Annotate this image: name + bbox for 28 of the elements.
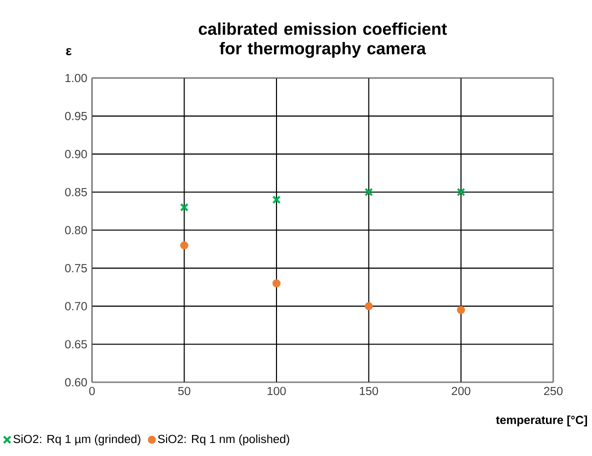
point	[272, 279, 281, 288]
chart-title: calibrated emission coefficient for thermography camera	[198, 22, 447, 58]
x-tick-label: 150	[360, 386, 378, 395]
x-tick-label: 250	[544, 386, 563, 395]
x-tick-label: 200	[452, 386, 470, 395]
y-tick-label: 0.70	[65, 302, 87, 310]
point	[456, 188, 466, 196]
point	[364, 302, 373, 310]
y-axis-title: ε	[66, 48, 72, 56]
point	[272, 195, 281, 204]
y-tick-label: 1.00	[66, 74, 87, 82]
legend-label: SiO2: Rq 1 nm (polished)	[158, 434, 290, 446]
y-tick-label: 0.95	[65, 112, 87, 120]
x-tick-label: 100	[268, 386, 286, 395]
legend-label: SiO2: Rq 1 µm (grinded)	[13, 434, 140, 446]
y-tick-label: 0.60	[65, 378, 87, 386]
point	[364, 188, 373, 196]
y-tick-label: 0.65	[65, 340, 87, 348]
point	[456, 306, 466, 314]
y-tick-label: 0.90	[65, 150, 87, 158]
x-axis-title: temperature [°C]	[496, 415, 587, 426]
y-tick-label: 0.80	[65, 226, 87, 234]
y-tick-label: 0.85	[65, 188, 87, 196]
x-tick-label: 50	[178, 386, 190, 395]
x-tick-label: 0	[89, 386, 95, 395]
point	[180, 241, 188, 250]
point	[180, 202, 189, 212]
y-tick-label: 0.75	[65, 264, 87, 272]
